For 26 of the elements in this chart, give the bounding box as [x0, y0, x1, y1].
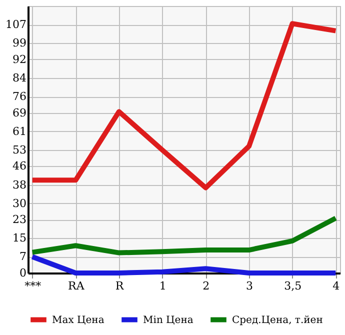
y-tick-label: 92 — [12, 52, 26, 66]
x-tick-label: 4 — [332, 280, 340, 292]
y-tick-label: 30 — [12, 196, 26, 210]
x-tick-label: 3 — [246, 280, 253, 292]
x-tick-label: 2 — [202, 280, 210, 292]
y-tick-label: 38 — [12, 178, 26, 192]
y-tick-label: 99 — [12, 36, 26, 50]
x-tick-label: 3,5 — [284, 280, 302, 292]
y-tick-label: 76 — [12, 90, 26, 104]
legend-label: Max Цена — [52, 314, 104, 326]
y-tick-label: 107 — [6, 18, 26, 32]
y-tick-label: 69 — [12, 106, 26, 120]
legend-label: Сред.Цена, т.йен — [232, 314, 324, 326]
y-tick-label: 61 — [12, 124, 26, 138]
x-tick-label: R — [115, 280, 124, 292]
x-tick-label: *** — [24, 280, 42, 292]
y-tick-label: 46 — [12, 160, 26, 173]
y-tick-label: 53 — [12, 143, 26, 156]
y-tick-label: 15 — [12, 232, 26, 245]
y-tick-label: 84 — [12, 71, 26, 84]
y-tick-label: 23 — [12, 213, 26, 226]
legend-label: Min Цена — [143, 314, 194, 326]
y-tick-label: 7 — [20, 250, 26, 264]
y-tick-label: 0 — [20, 266, 26, 280]
x-tick-label: 1 — [159, 280, 166, 292]
x-tick-label: RA — [68, 280, 86, 292]
